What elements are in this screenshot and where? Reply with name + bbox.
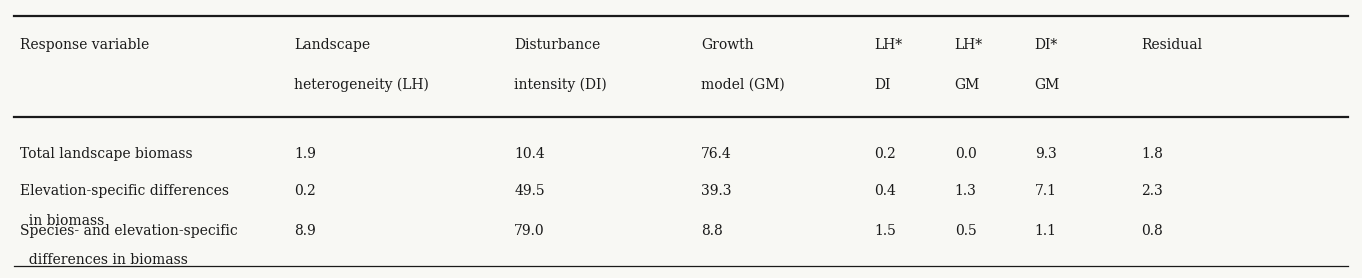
Text: Landscape: Landscape [294,38,370,52]
Text: 10.4: 10.4 [513,147,545,161]
Text: 1.5: 1.5 [874,224,896,238]
Text: 0.0: 0.0 [955,147,977,161]
Text: 0.5: 0.5 [955,224,977,238]
Text: heterogeneity (LH): heterogeneity (LH) [294,78,429,92]
Text: 79.0: 79.0 [513,224,545,238]
Text: LH*: LH* [955,38,983,52]
Text: GM: GM [1035,78,1060,92]
Text: GM: GM [955,78,979,92]
Text: Total landscape biomass: Total landscape biomass [20,147,193,161]
Text: 8.8: 8.8 [701,224,723,238]
Text: differences in biomass: differences in biomass [20,253,188,267]
Text: Growth: Growth [701,38,753,52]
Text: Species- and elevation-specific: Species- and elevation-specific [20,224,238,238]
Text: 0.2: 0.2 [294,184,316,198]
Text: 1.3: 1.3 [955,184,977,198]
Text: 2.3: 2.3 [1141,184,1163,198]
Text: Elevation-specific differences: Elevation-specific differences [20,184,229,198]
Text: 8.9: 8.9 [294,224,316,238]
Text: 49.5: 49.5 [513,184,545,198]
Text: in biomass: in biomass [20,214,105,228]
Text: Residual: Residual [1141,38,1203,52]
Text: LH*: LH* [874,38,903,52]
Text: DI*: DI* [1035,38,1058,52]
Text: 1.8: 1.8 [1141,147,1163,161]
Text: 7.1: 7.1 [1035,184,1057,198]
Text: 0.2: 0.2 [874,147,896,161]
Text: DI: DI [874,78,891,92]
Text: 0.4: 0.4 [874,184,896,198]
Text: 0.8: 0.8 [1141,224,1163,238]
Text: Response variable: Response variable [20,38,150,52]
Text: 1.1: 1.1 [1035,224,1057,238]
Text: 39.3: 39.3 [701,184,731,198]
Text: 1.9: 1.9 [294,147,316,161]
Text: 76.4: 76.4 [701,147,731,161]
Text: 9.3: 9.3 [1035,147,1057,161]
Text: Disturbance: Disturbance [513,38,601,52]
Text: model (GM): model (GM) [701,78,785,92]
Text: intensity (DI): intensity (DI) [513,78,607,92]
